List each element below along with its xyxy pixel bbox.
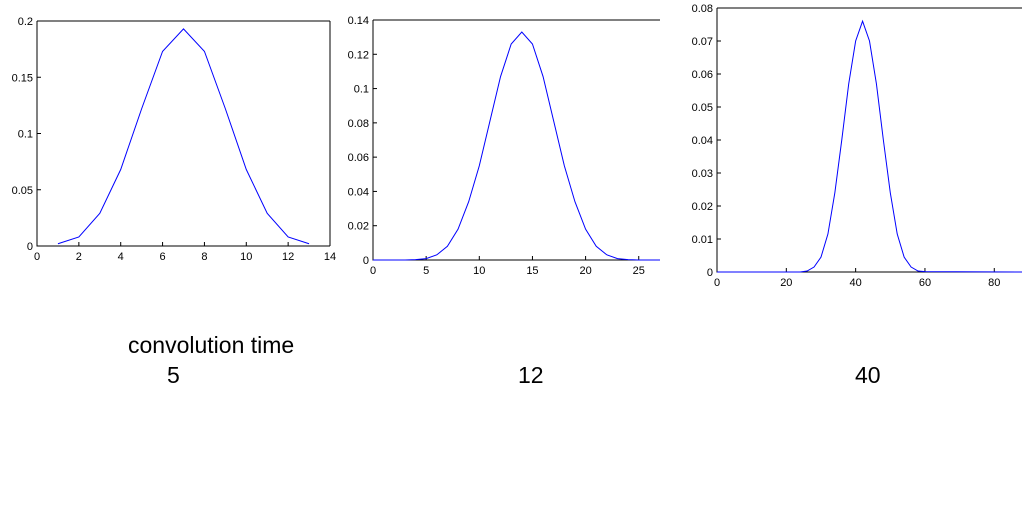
caption-value-3: 40 [855, 362, 881, 388]
chart-2-xtick-label: 25 [633, 265, 645, 277]
chart-2-xtick-label: 20 [579, 265, 591, 277]
chart-1: 0 2 4 6 8 10 12 14 0 0.05 0.1 0.15 0.2 [12, 16, 337, 263]
chart-2-ytick-label: 0.08 [348, 118, 369, 130]
chart-2-ytick-label: 0.04 [348, 186, 369, 198]
chart-3-ytick-label: 0.07 [692, 36, 713, 48]
chart-1-xtick-label: 14 [324, 251, 336, 263]
chart-1-ytick-label: 0.1 [18, 129, 33, 141]
chart-1-ytick-label: 0.15 [12, 72, 33, 84]
chart-2-xtick-label: 15 [526, 265, 538, 277]
chart-1-xtick-label: 2 [76, 251, 82, 263]
chart-3-ytick-label: 0 [707, 267, 713, 279]
chart-2-ytick-label: 0.12 [348, 49, 369, 61]
chart-3-ytick-label: 0.05 [692, 102, 713, 114]
chart-2-series-line [373, 31, 660, 261]
chart-1-xtick-label: 4 [118, 251, 124, 263]
chart-3-ytick-label: 0.01 [692, 234, 713, 246]
chart-1-axes [36, 21, 330, 247]
chart-3-xtick-label: 60 [919, 277, 931, 289]
chart-2-ytick-label: 0.02 [348, 221, 369, 233]
caption-value-1: 5 [167, 362, 180, 388]
chart-2-xtick-label: 0 [370, 265, 376, 277]
chart-2: 0 5 10 15 20 25 0 0.02 0.04 0.06 0.08 0.1 0.12 0.14 [348, 15, 660, 277]
chart-3-series-line [717, 19, 1023, 273]
chart-2-axes [372, 20, 660, 261]
chart-1-ytick-label: 0.2 [18, 16, 33, 28]
chart-2-ytick-label: 0.1 [354, 84, 369, 96]
caption-title: convolution time [128, 332, 295, 358]
chart-2-xtick-label: 5 [423, 265, 429, 277]
chart-3-ytick-label: 0.08 [692, 3, 713, 15]
chart-2-ytick-label: 0.06 [348, 152, 369, 164]
chart-3-ytick-label: 0.03 [692, 168, 713, 180]
chart-1-xtick-label: 8 [201, 251, 207, 263]
chart-3: 0 20 40 60 80 0 0.01 0.02 0.03 0.04 0.05 0.06 0.07 0.… [692, 3, 1023, 289]
chart-3-ytick-label: 0.04 [692, 135, 713, 147]
chart-1-ytick-label: 0.05 [12, 185, 33, 197]
chart-3-xtick-label: 40 [850, 277, 862, 289]
chart-2-ytick-label: 0.14 [348, 15, 369, 27]
chart-1-xtick-label: 12 [282, 251, 294, 263]
chart-3-axes [716, 8, 1022, 273]
chart-2-ytick-label: 0 [363, 255, 369, 267]
chart-3-xtick-label: 80 [988, 277, 1000, 289]
chart-3-ytick-label: 0.02 [692, 201, 713, 213]
chart-3-ytick-label: 0.06 [692, 69, 713, 81]
chart-1-xtick-label: 10 [240, 251, 252, 263]
chart-3-xtick-label: 20 [780, 277, 792, 289]
chart-1-ytick-label: 0 [27, 241, 33, 253]
chart-1-xtick-label: 0 [34, 251, 40, 263]
caption-value-2: 12 [518, 362, 544, 388]
chart-2-xtick-label: 10 [473, 265, 485, 277]
chart-1-xtick-label: 6 [160, 251, 166, 263]
chart-1-series-line [57, 28, 310, 245]
chart-3-xtick-label: 0 [714, 277, 720, 289]
